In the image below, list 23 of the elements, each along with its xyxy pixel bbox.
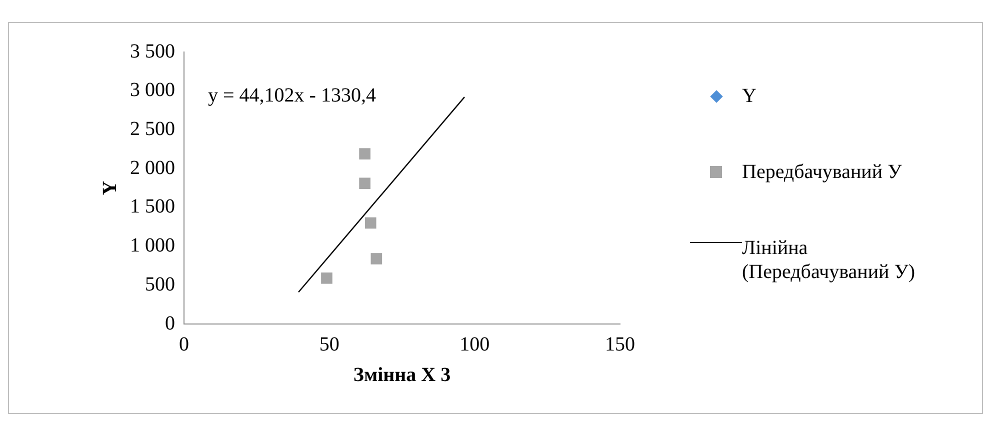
y-tick-label: 1 500 [130,196,175,218]
y-tick-label: 500 [145,273,175,296]
y-tick-label: 3 500 [130,40,175,62]
x-tick-label: 50 [319,333,340,356]
x-axis-title: Змінна X 3 [353,364,451,386]
legend-label: Лінійна (Передбачуваний У) [742,236,916,284]
legend-label: Y [742,84,756,108]
point [321,272,332,284]
annotation: y = 44,102x - 1330,4 [208,84,376,106]
point [359,178,370,189]
y-tick-label: 2 000 [130,156,175,179]
legend-label: Передбачуваний У [742,160,902,184]
point [364,217,376,229]
x-tick-label: 0 [179,333,189,356]
point [370,253,382,264]
y-tick-label: 0 [165,312,175,334]
y-axis-title: Y [99,180,122,196]
y-tick-label: 2 500 [130,118,175,140]
y-tick-label: 1 000 [130,234,175,257]
x-tick-label: 100 [460,333,490,356]
y-tick-label: 3 000 [130,79,175,102]
point [359,148,370,160]
x-tick-label: 150 [605,333,635,356]
